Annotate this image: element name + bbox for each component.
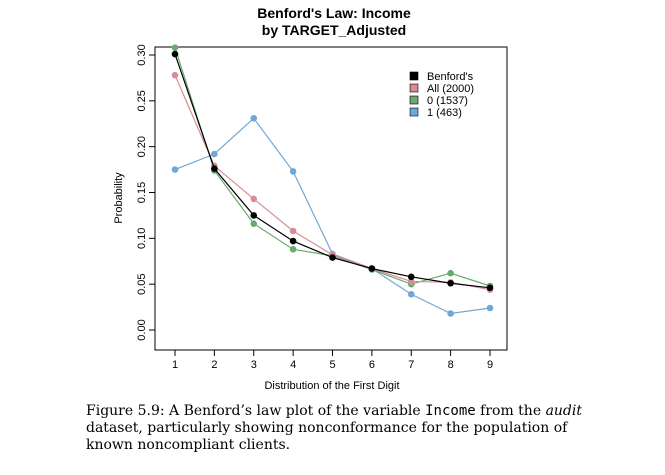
- data-point: [368, 265, 376, 272]
- x-tick-label: 9: [487, 359, 493, 371]
- series-3: [171, 114, 494, 317]
- data-point: [250, 114, 258, 122]
- y-tick-label: 0.10: [136, 228, 148, 249]
- x-tick-label: 4: [290, 359, 296, 371]
- y-tick-label: 0.30: [136, 44, 148, 65]
- data-point: [171, 44, 179, 51]
- y-axis-label: Probability: [113, 172, 125, 224]
- series-layer: [171, 44, 494, 317]
- x-tick-label: 8: [448, 359, 454, 371]
- x-axis: 1 2 3 4 5 6 7 8 9: [172, 349, 493, 371]
- data-point: [289, 237, 297, 245]
- data-point: [447, 310, 454, 317]
- x-tick-label: 6: [369, 359, 375, 371]
- data-point: [211, 165, 218, 172]
- chart-title-line2: by TARGET_Adjusted: [262, 22, 406, 38]
- x-tick-label: 5: [329, 359, 335, 371]
- caption-prefix: Figure 5.9: A Benford’s law plot of the …: [86, 403, 426, 419]
- data-point: [289, 227, 297, 235]
- data-point: [250, 220, 258, 227]
- y-axis: 0.00 0.05 0.10 0.15 0.20 0.25 0.30: [136, 44, 156, 341]
- legend-label: 0 (1537): [427, 95, 468, 107]
- data-point: [171, 71, 179, 79]
- data-point: [447, 279, 454, 287]
- legend-swatch: [409, 107, 419, 117]
- y-tick-label: 0.05: [136, 273, 148, 294]
- caption-italic: audit: [545, 403, 582, 419]
- data-point: [447, 269, 454, 277]
- data-point: [407, 278, 415, 285]
- y-tick-label: 0.00: [136, 319, 148, 340]
- legend-swatch: [409, 95, 419, 105]
- data-point: [486, 304, 494, 312]
- series-0: [171, 50, 494, 292]
- legend-label: Benford's: [427, 71, 474, 83]
- figure-caption: Figure 5.9: A Benford’s law plot of the …: [86, 403, 586, 454]
- x-tick-label: 1: [172, 359, 178, 371]
- y-tick-label: 0.20: [136, 136, 148, 157]
- legend-label: 1 (463): [427, 107, 462, 119]
- legend-swatch: [409, 71, 419, 81]
- benford-chart: Benford's Law: Income by TARGET_Adjusted…: [113, 5, 508, 392]
- legend-swatch: [409, 83, 419, 93]
- y-tick-label: 0.15: [136, 182, 148, 203]
- y-tick-label: 0.25: [136, 90, 148, 111]
- chart-title-line1: Benford's Law: Income: [257, 5, 411, 21]
- x-tick-label: 3: [251, 359, 257, 371]
- data-point: [250, 195, 258, 203]
- data-point: [171, 166, 179, 173]
- data-point: [250, 212, 258, 219]
- caption-middle: from the: [475, 403, 546, 419]
- data-point: [407, 273, 415, 281]
- data-point: [407, 290, 415, 298]
- x-axis-label: Distribution of the First Digit: [264, 380, 399, 392]
- series-line: [174, 117, 491, 315]
- data-point: [289, 168, 297, 175]
- data-point: [171, 50, 179, 58]
- legend-label: All (2000): [427, 83, 474, 95]
- caption-suffix: dataset, particularly showing nonconform…: [86, 420, 568, 453]
- x-tick-label: 7: [408, 359, 414, 371]
- caption-code: Income: [425, 403, 476, 419]
- data-point: [486, 284, 494, 292]
- x-tick-label: 2: [211, 359, 217, 371]
- data-point: [329, 254, 336, 261]
- data-point: [211, 150, 218, 158]
- data-point: [289, 246, 297, 253]
